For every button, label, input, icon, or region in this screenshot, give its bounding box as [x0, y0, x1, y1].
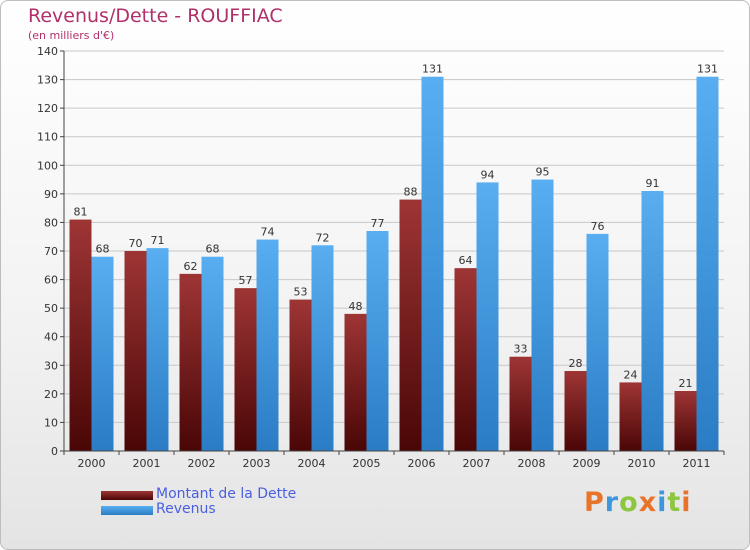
bar-debt — [619, 382, 642, 451]
bar-revenue — [641, 191, 664, 451]
x-tick-label: 2003 — [243, 457, 271, 470]
bar-revenue — [146, 248, 169, 451]
bar-debt — [674, 391, 697, 451]
x-tick-label: 2004 — [298, 457, 326, 470]
legend-swatch-debt — [101, 491, 153, 500]
chart-title: Revenus/Dette - ROUFFIAC — [28, 5, 283, 27]
y-tick-label: 10 — [44, 416, 58, 429]
logo-letter: r — [604, 487, 620, 518]
data-label-debt: 28 — [569, 357, 583, 370]
y-tick-label: 100 — [37, 159, 58, 172]
axis-layer: 0 10 20 30 40 50 60 70 80 90 100 110 120 130 140 2000 20… — [37, 45, 725, 470]
logo-letter: x — [638, 487, 658, 518]
bar-layer — [69, 76, 719, 452]
y-tick-label: 80 — [44, 216, 58, 229]
data-label-revenue: 71 — [151, 234, 165, 247]
y-tick-label: 120 — [37, 102, 58, 115]
y-tick-label: 140 — [37, 45, 58, 58]
bar-revenue — [311, 245, 334, 451]
bar-revenue — [531, 179, 554, 452]
x-tick-label: 2005 — [353, 457, 381, 470]
x-tick-label: 2009 — [573, 457, 601, 470]
logo-letter: i — [657, 487, 668, 518]
data-label-revenue: 131 — [422, 63, 443, 76]
bar-debt — [509, 356, 532, 451]
data-label-debt: 48 — [349, 300, 363, 313]
y-tick-label: 30 — [44, 359, 58, 372]
data-label-debt: 62 — [184, 260, 198, 273]
x-tick-label: 2006 — [408, 457, 436, 470]
y-tick-label: 110 — [37, 131, 58, 144]
data-label-revenue: 94 — [481, 168, 495, 181]
bar-debt — [69, 219, 92, 451]
x-tick-label: 2011 — [683, 457, 711, 470]
bar-revenue — [476, 182, 499, 451]
data-label-revenue: 68 — [96, 243, 110, 256]
data-label-debt: 88 — [404, 186, 418, 199]
bar-debt — [399, 199, 422, 451]
x-tick-label: 2008 — [518, 457, 546, 470]
bar-debt — [124, 251, 147, 451]
bar-debt — [234, 288, 257, 451]
y-tick-label: 130 — [37, 74, 58, 87]
data-label-revenue: 76 — [591, 220, 605, 233]
bar-revenue — [696, 76, 719, 451]
x-tick-label: 2002 — [188, 457, 216, 470]
data-label-debt: 57 — [239, 274, 253, 287]
bar-debt — [564, 371, 587, 451]
x-tick-label: 2001 — [133, 457, 161, 470]
legend-label-debt: Montant de la Dette — [156, 486, 297, 502]
data-label-revenue: 77 — [371, 217, 385, 230]
data-label-debt: 53 — [294, 286, 308, 299]
logo-letter: P — [584, 487, 605, 518]
bar-revenue — [421, 76, 444, 451]
x-tick-label: 2007 — [463, 457, 491, 470]
data-label-revenue: 91 — [646, 177, 660, 190]
data-label-debt: 81 — [74, 206, 88, 219]
grid-layer — [64, 50, 724, 423]
bar-debt — [289, 299, 312, 451]
y-tick-label: 0 — [51, 445, 58, 458]
y-tick-label: 50 — [44, 302, 58, 315]
data-label-debt: 33 — [514, 343, 528, 356]
y-tick-label: 90 — [44, 188, 58, 201]
logo-letter: o — [619, 487, 639, 518]
data-label-revenue: 131 — [697, 63, 718, 76]
logo-letter: t — [667, 487, 682, 518]
y-tick-label: 70 — [44, 245, 58, 258]
bar-debt — [344, 313, 367, 451]
data-label-debt: 21 — [679, 377, 693, 390]
x-tick-label: 2000 — [78, 457, 106, 470]
logo-letter: i — [681, 487, 692, 518]
label-layer: 81 68 70 71 62 68 57 74 53 72 48 77 88 131 64 94 33 95 28 7… — [74, 63, 719, 390]
data-label-revenue: 72 — [316, 231, 330, 244]
chart-subtitle: (en milliers d'€) — [28, 29, 115, 42]
data-label-revenue: 74 — [261, 226, 275, 239]
data-label-debt: 64 — [459, 254, 473, 267]
data-label-debt: 70 — [129, 237, 143, 250]
data-label-revenue: 95 — [536, 166, 550, 179]
bar-revenue — [91, 256, 114, 451]
bar-revenue — [201, 256, 224, 451]
bar-revenue — [586, 233, 609, 451]
bar-debt — [179, 273, 202, 451]
x-tick-label: 2010 — [628, 457, 656, 470]
bar-debt — [454, 268, 477, 451]
legend-label-revenue: Revenus — [156, 501, 216, 517]
proxiti-logo: Proxiti — [584, 487, 692, 518]
y-tick-label: 60 — [44, 274, 58, 287]
legend-swatch-revenue — [101, 506, 153, 515]
y-tick-label: 20 — [44, 388, 58, 401]
y-tick-label: 40 — [44, 331, 58, 344]
bar-revenue — [366, 231, 389, 451]
bar-revenue — [256, 239, 279, 451]
data-label-debt: 24 — [624, 368, 638, 381]
data-label-revenue: 68 — [206, 243, 220, 256]
